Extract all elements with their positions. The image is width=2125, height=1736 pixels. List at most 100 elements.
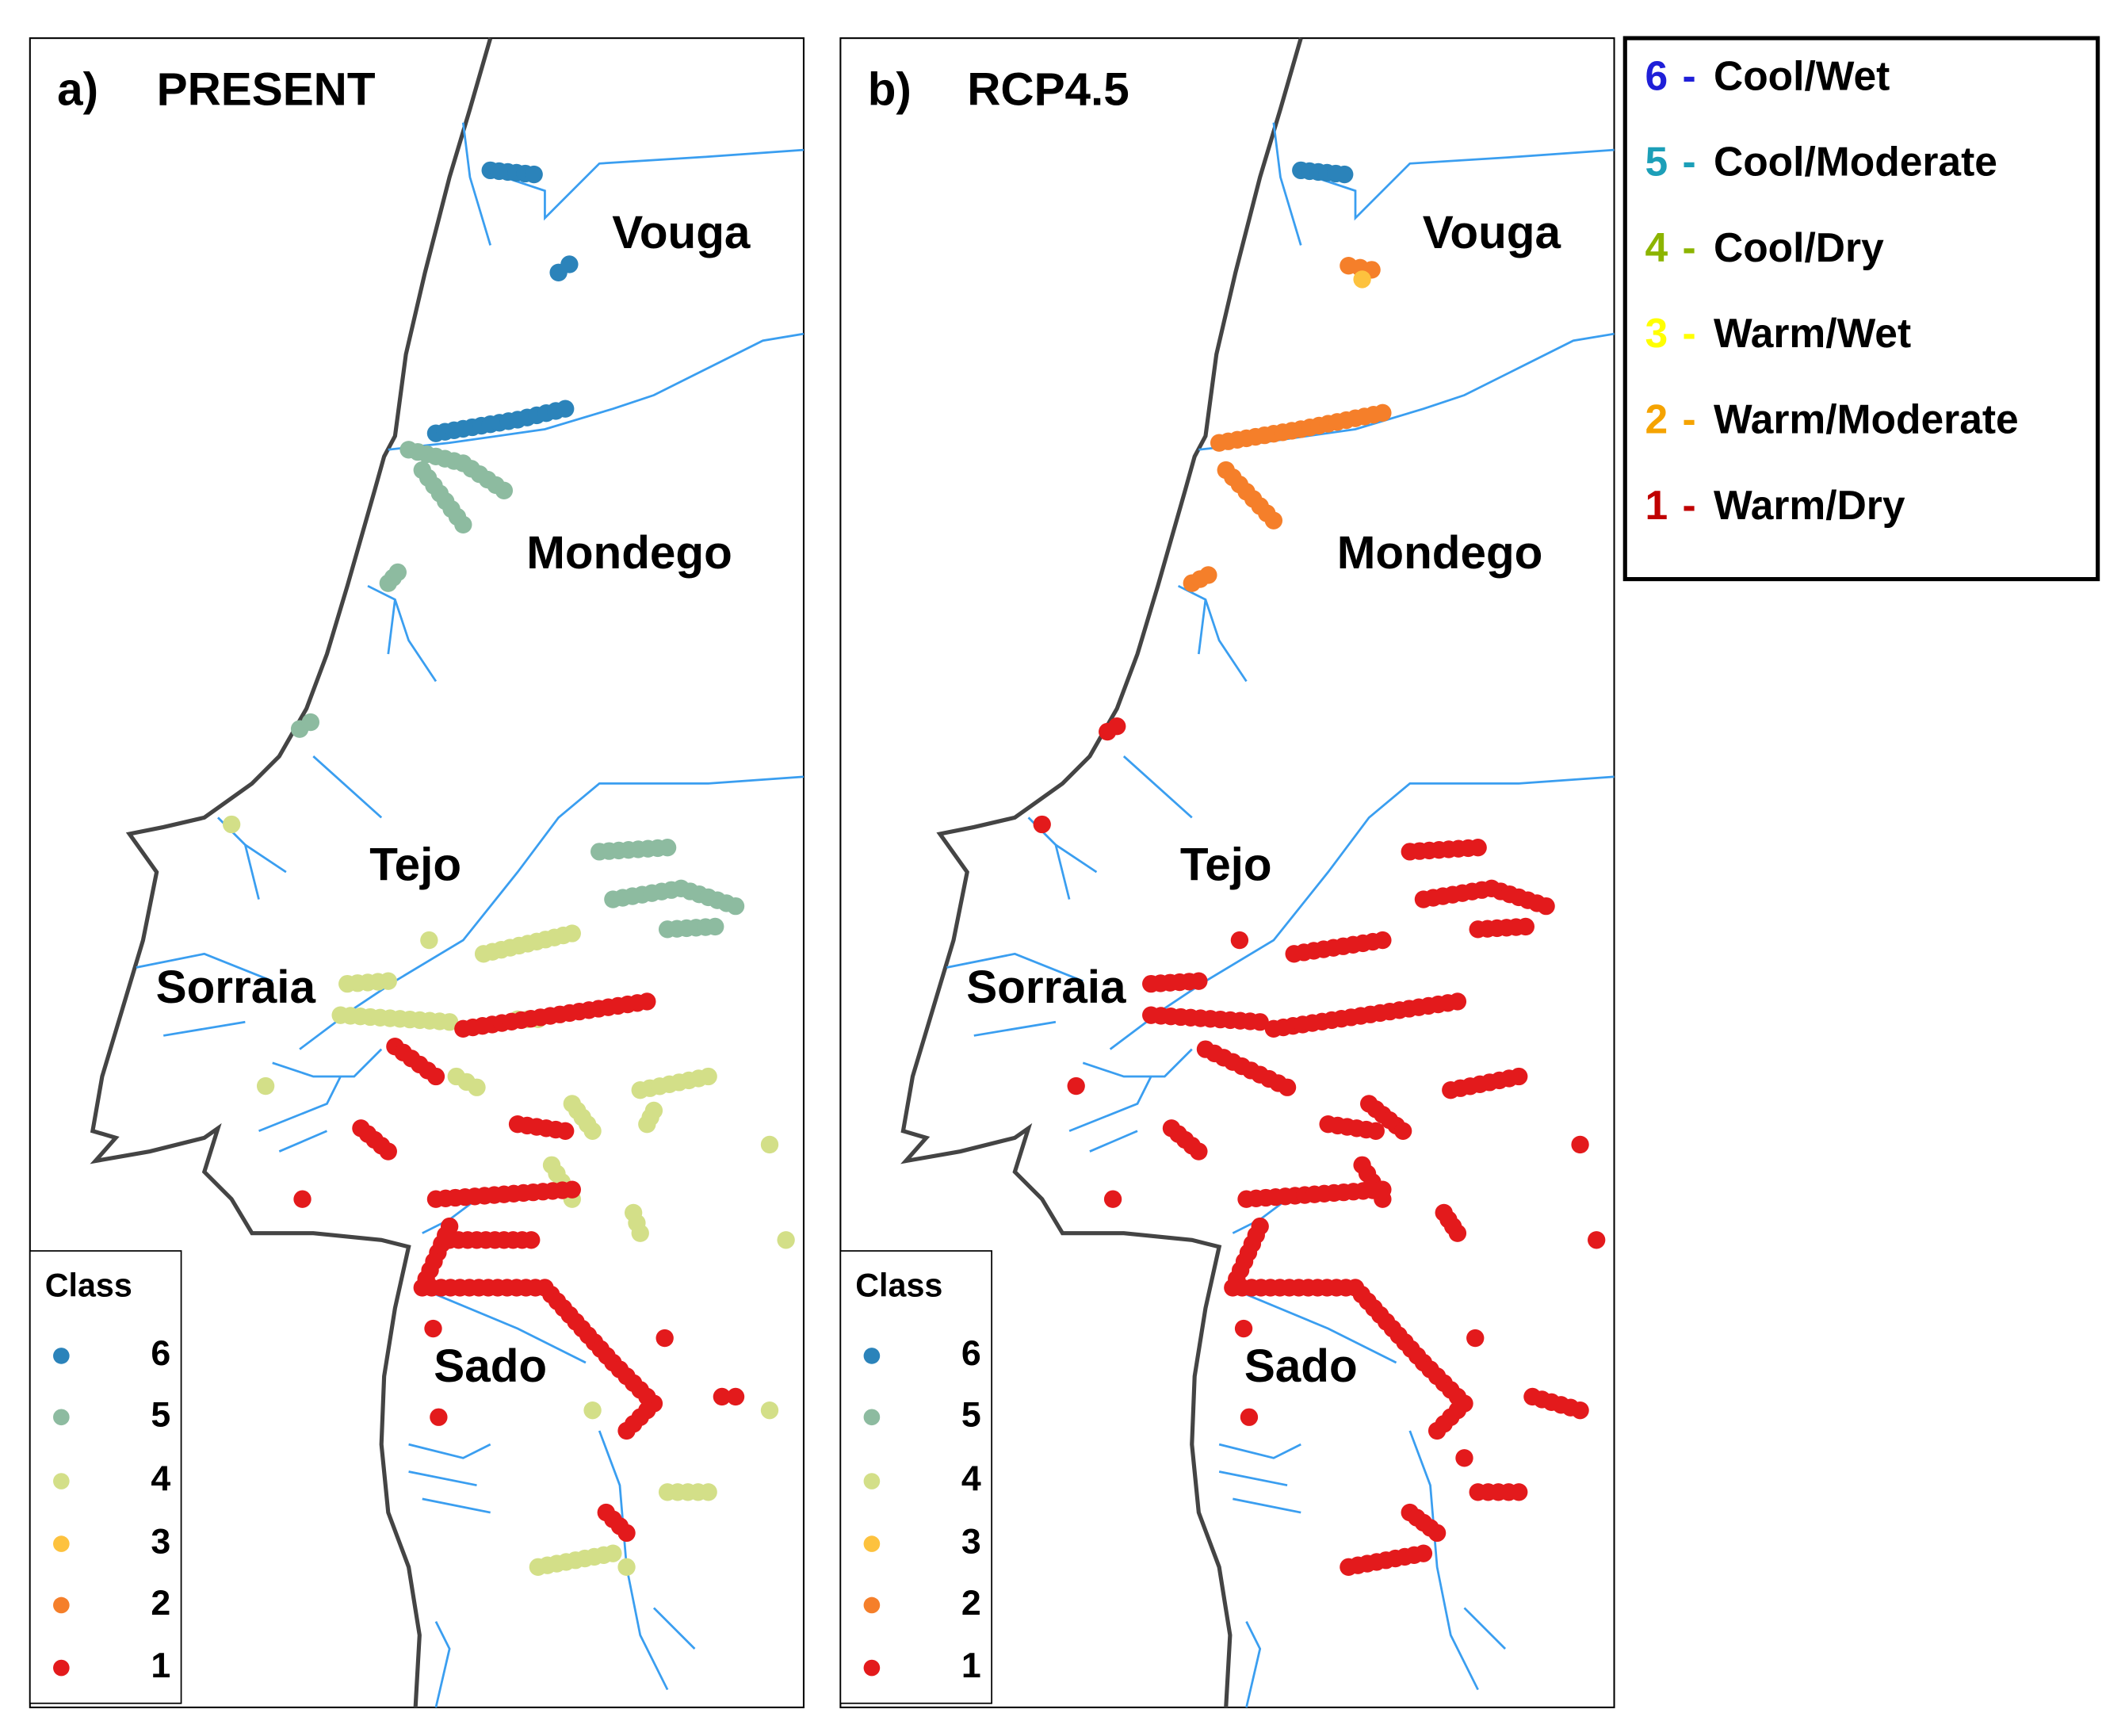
class-legend-title: Class bbox=[855, 1267, 942, 1303]
class-label: 2 bbox=[961, 1584, 981, 1623]
class-swatch bbox=[53, 1409, 70, 1426]
site-dot bbox=[430, 1408, 448, 1426]
river bbox=[1272, 122, 1615, 246]
legend-label: Cool/Dry bbox=[1714, 224, 1884, 270]
site-dot bbox=[1427, 1524, 1447, 1543]
legend-separator: - bbox=[1682, 310, 1695, 356]
class-swatch bbox=[863, 1473, 881, 1489]
river bbox=[1068, 1048, 1193, 1153]
class-swatch bbox=[53, 1348, 70, 1364]
site-dot bbox=[1067, 1076, 1085, 1096]
site-dot bbox=[1374, 403, 1392, 423]
legend-separator: - bbox=[1682, 224, 1695, 270]
site-dot bbox=[1414, 1544, 1433, 1562]
site-dot bbox=[1427, 1421, 1447, 1440]
site-dot bbox=[424, 1319, 442, 1338]
site-dot bbox=[638, 1115, 656, 1134]
legend-label: Warm/Wet bbox=[1714, 310, 1911, 356]
legend-number: 5 bbox=[1645, 139, 1668, 185]
panel-label: b) bbox=[868, 63, 912, 115]
class-label: 6 bbox=[961, 1334, 981, 1373]
panel-title: PRESENT bbox=[157, 63, 376, 115]
site-dot bbox=[563, 1180, 581, 1199]
site-dot bbox=[655, 1329, 674, 1348]
site-dot bbox=[713, 1387, 732, 1406]
site-dot bbox=[638, 992, 656, 1011]
site-dot bbox=[726, 1387, 745, 1406]
coastline bbox=[90, 37, 493, 1708]
site-dot bbox=[556, 400, 575, 418]
legend-label: Warm/Dry bbox=[1714, 482, 1905, 528]
site-dot bbox=[1103, 1190, 1122, 1208]
class-swatch bbox=[863, 1535, 881, 1552]
region-label: Sado bbox=[1244, 1340, 1358, 1392]
class-swatch bbox=[53, 1535, 70, 1552]
site-dot bbox=[1278, 1078, 1297, 1096]
river bbox=[1109, 775, 1615, 1050]
site-dot bbox=[379, 1142, 397, 1161]
class-swatch bbox=[53, 1473, 70, 1489]
site-dot bbox=[256, 1076, 275, 1096]
site-dot bbox=[604, 1544, 622, 1562]
site-dot bbox=[1264, 511, 1283, 530]
site-dot bbox=[525, 165, 543, 184]
river bbox=[434, 1620, 451, 1708]
site-dot bbox=[293, 1190, 311, 1208]
site-dot bbox=[583, 1401, 602, 1420]
site-dot bbox=[1571, 1135, 1589, 1154]
panel-label: a) bbox=[57, 63, 98, 115]
site-dot bbox=[468, 1078, 486, 1096]
legend-separator: - bbox=[1682, 396, 1695, 442]
site-dot bbox=[631, 1224, 649, 1242]
site-dot bbox=[379, 972, 397, 990]
class-swatch bbox=[53, 1596, 70, 1614]
class-label: 4 bbox=[961, 1459, 981, 1498]
site-dot bbox=[1190, 972, 1208, 990]
legend-number: 4 bbox=[1645, 224, 1668, 270]
site-dot bbox=[1374, 931, 1392, 950]
map-panel: b) RCP4.5 Vouga Mondego Tejo Sorraia Sado Class… bbox=[839, 37, 1615, 1708]
site-dot bbox=[1366, 1122, 1385, 1140]
site-dot bbox=[1353, 270, 1371, 289]
class-label: 5 bbox=[961, 1396, 981, 1435]
river bbox=[299, 775, 805, 1050]
legend-label: Cool/Wet bbox=[1714, 52, 1890, 98]
site-dot bbox=[1455, 1449, 1473, 1467]
site-dot bbox=[426, 1067, 445, 1086]
legend-number: 1 bbox=[1645, 482, 1668, 528]
site-dot bbox=[1571, 1401, 1589, 1420]
legend-box bbox=[1622, 36, 2100, 582]
site-dot bbox=[617, 1421, 636, 1440]
class-swatch bbox=[863, 1596, 881, 1614]
river bbox=[1177, 584, 1248, 683]
site-dot bbox=[760, 1401, 779, 1420]
site-dot bbox=[556, 1122, 575, 1140]
site-dot bbox=[1448, 1224, 1467, 1242]
site-dot bbox=[1510, 1483, 1528, 1501]
site-dot bbox=[1251, 1013, 1269, 1031]
site-dot bbox=[699, 1067, 717, 1086]
class-swatch bbox=[863, 1409, 881, 1426]
region-label: Mondego bbox=[1337, 527, 1543, 579]
site-dot bbox=[1108, 717, 1126, 736]
site-dot bbox=[1240, 1408, 1259, 1426]
site-dot bbox=[583, 1122, 602, 1140]
class-swatch bbox=[863, 1348, 881, 1364]
site-dot bbox=[1516, 917, 1535, 936]
region-label: Tejo bbox=[1180, 839, 1272, 890]
site-dot bbox=[777, 1231, 795, 1249]
site-dot bbox=[1230, 931, 1249, 950]
river bbox=[136, 952, 273, 1037]
map-panel: a) PRESENT Vouga Mondego Tejo Sorraia Sado Clas… bbox=[29, 37, 805, 1708]
river bbox=[367, 584, 438, 683]
region-label: Vouga bbox=[612, 207, 751, 258]
site-dot bbox=[388, 563, 407, 582]
legend-label: Warm/Moderate bbox=[1714, 396, 2019, 442]
site-dot bbox=[563, 924, 581, 943]
class-legend-title: Class bbox=[45, 1267, 132, 1303]
site-dot bbox=[222, 815, 241, 834]
site-dot bbox=[454, 515, 472, 533]
class-label: 1 bbox=[151, 1646, 170, 1685]
river bbox=[408, 1443, 491, 1514]
